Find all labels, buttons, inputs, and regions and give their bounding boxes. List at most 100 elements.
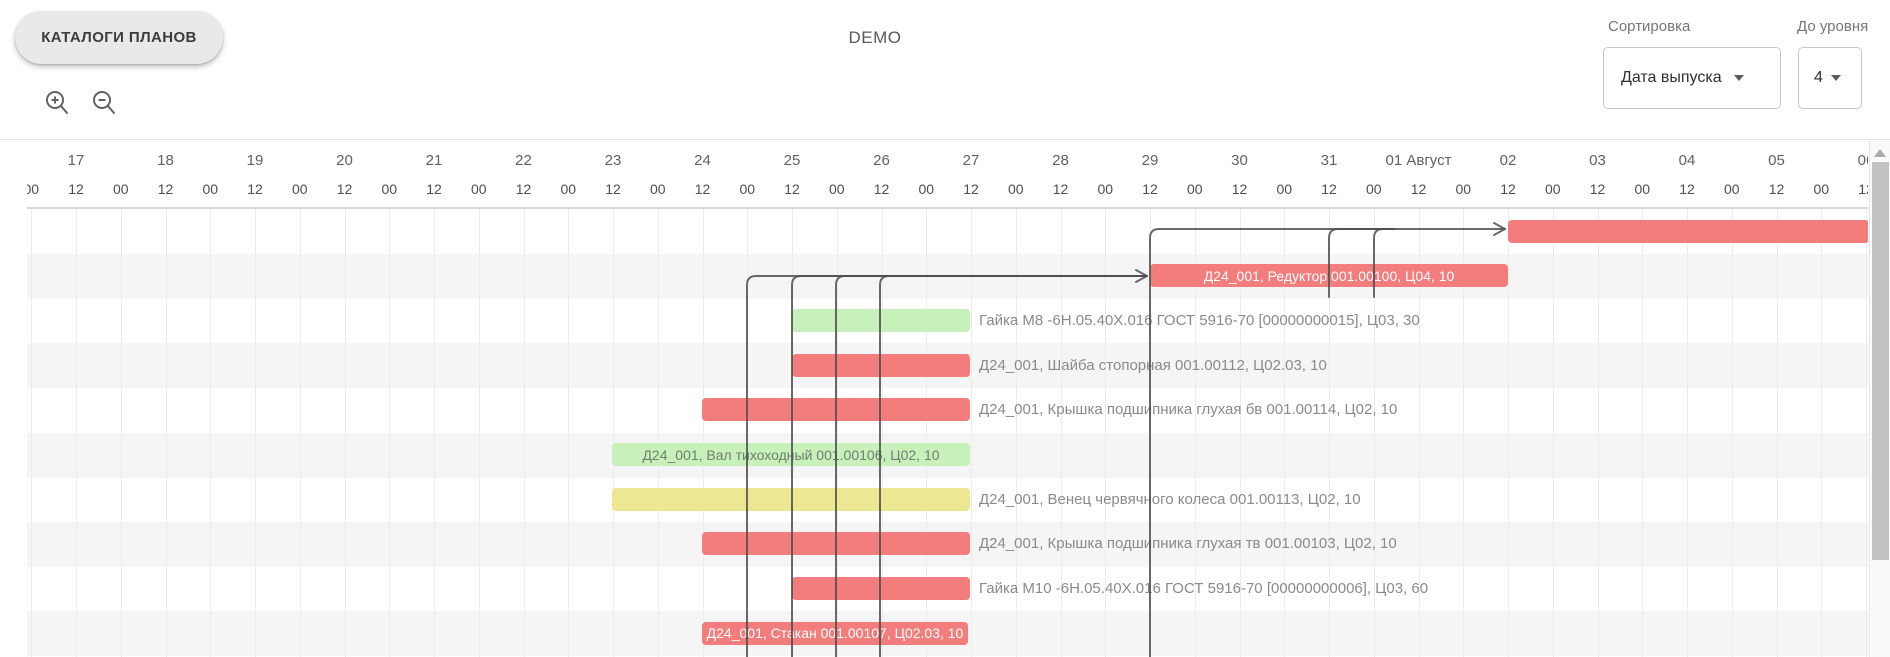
hour-tick-label: 12: [515, 181, 532, 197]
hour-tick-label: 12: [1142, 181, 1158, 197]
task-bar[interactable]: [702, 398, 970, 422]
day-tick-label: 23: [604, 152, 622, 169]
gantt-chart-area[interactable]: Д24_001, Редуктор 001.00100, Ц04, 10 Гайк…: [27, 209, 1868, 657]
day-tick-label: 28: [1052, 152, 1069, 169]
sort-label: Сортировка: [1608, 18, 1691, 35]
task-bar-label: Д24_001, Редуктор 001.00100, Ц04, 10: [1203, 267, 1455, 284]
hour-tick-label: 00: [1634, 181, 1651, 197]
hour-tick-label: 12: [1589, 181, 1606, 197]
task-label: Д24_001, Крышка подшипника глухая бв 001…: [979, 401, 1398, 419]
scrollbar-thumb[interactable]: [1872, 162, 1889, 560]
task-bar[interactable]: [702, 532, 970, 556]
grid-line: [120, 209, 122, 657]
task-bar[interactable]: [792, 308, 970, 332]
hour-tick-label: 00: [560, 181, 577, 197]
grid-line: [299, 209, 301, 657]
day-tick-label: 19: [246, 152, 264, 169]
grid-line: [1508, 209, 1509, 657]
hour-tick-label: 12: [336, 181, 353, 197]
task-bar[interactable]: [1508, 219, 1868, 243]
day-tick-label: 27: [962, 152, 980, 169]
hour-tick-label: 12: [605, 181, 621, 197]
task-label: Гайка М10 -6Н.05.40Х.016 ГОСТ 5916-70 [0…: [979, 580, 1429, 598]
grid-line: [1597, 209, 1599, 657]
task-bar[interactable]: [792, 577, 970, 601]
hour-tick-label: 00: [1813, 181, 1830, 197]
task-bar-label: Д24_001, Вал тихоходный 001.00106, Ц02, …: [642, 446, 940, 463]
hour-tick-label: 12: [694, 181, 711, 197]
hour-tick-label: 12: [1858, 181, 1868, 197]
day-tick-label: 03: [1589, 152, 1606, 169]
grid-line: [613, 209, 614, 657]
day-tick-label: 05: [1768, 152, 1785, 169]
day-tick-label: 06: [1857, 152, 1868, 169]
sort-select[interactable]: Дата выпуска: [1603, 47, 1781, 109]
hour-tick-label: 00: [649, 181, 666, 197]
grid-line: [165, 209, 167, 657]
vertical-scrollbar[interactable]: [1869, 141, 1890, 657]
hour-tick-label: 00: [1186, 181, 1203, 197]
hour-tick-label: 12: [963, 181, 979, 197]
scroll-up-arrow[interactable]: [1874, 149, 1886, 157]
grid-line: [1731, 209, 1733, 657]
day-tick-label: 29: [1141, 152, 1159, 169]
grid-line: [76, 209, 77, 657]
grid-line: [568, 209, 570, 657]
hour-tick-label: 12: [1321, 181, 1337, 197]
hour-tick-label: 12: [873, 181, 890, 197]
hour-tick-label: 12: [1231, 181, 1248, 197]
task-bar[interactable]: Д24_001, Стакан 001.00107, Ц02.03, 10: [702, 621, 968, 645]
chart-top-border: [27, 207, 1868, 209]
catalogs-plans-button[interactable]: КАТАЛОГИ ПЛАНОВ: [15, 11, 223, 64]
gantt-row-band: [27, 253, 1868, 299]
hour-tick-label: 00: [739, 181, 756, 197]
grid-line: [1776, 209, 1778, 657]
chevron-down-icon: [1733, 75, 1744, 81]
task-bar[interactable]: [792, 353, 970, 377]
day-tick-label: 25: [783, 152, 801, 169]
hour-tick-label: 00: [112, 181, 129, 197]
zoom-in-icon[interactable]: [42, 88, 72, 118]
hour-tick-label: 00: [1007, 181, 1024, 197]
level-label: До уровня: [1797, 18, 1869, 35]
chevron-down-icon: [1830, 75, 1841, 81]
grid-line: [971, 209, 972, 657]
grid-line: [344, 209, 346, 657]
hour-tick-label: 12: [1768, 181, 1785, 197]
day-tick-label: 18: [157, 152, 174, 169]
hour-tick-label: 12: [157, 181, 174, 197]
hour-tick-label: 12: [784, 181, 800, 197]
hour-tick-label: 00: [1097, 181, 1114, 197]
hour-tick-label: 00: [828, 181, 845, 197]
hour-tick-label: 12: [426, 181, 442, 197]
hour-tick-label: 00: [381, 181, 398, 197]
day-tick-label: 04: [1678, 152, 1696, 169]
task-label: Д24_001, Крышка подшипника глухая тв 001…: [979, 535, 1397, 553]
hour-tick-label: 00: [1276, 181, 1293, 197]
task-bar[interactable]: [612, 487, 970, 511]
hour-tick-label: 12: [1500, 181, 1516, 197]
level-select[interactable]: 4: [1798, 47, 1862, 109]
day-tick-label: 17: [67, 152, 85, 169]
grid-line: [523, 209, 525, 657]
hour-tick-label: 00: [1365, 181, 1382, 197]
grid-line: [1821, 209, 1823, 657]
grid-line: [747, 209, 749, 657]
day-tick-label: 20: [336, 152, 353, 169]
task-label: Д24_001, Шайба стопорная 001.00112, Ц02.…: [979, 356, 1327, 374]
grid-line: [1866, 209, 1867, 657]
hour-tick-label: 12: [1679, 181, 1695, 197]
sort-select-value: Дата выпуска: [1621, 69, 1722, 86]
hour-tick-label: 00: [1544, 181, 1561, 197]
grid-line: [1687, 209, 1688, 657]
task-bar[interactable]: Д24_001, Редуктор 001.00100, Ц04, 10: [1150, 264, 1508, 288]
task-label: Гайка М8 -6Н.05.40Х.016 ГОСТ 5916-70 [00…: [979, 311, 1420, 329]
task-bar-label: Д24_001, Стакан 001.00107, Ц02.03, 10: [706, 625, 964, 642]
zoom-out-icon[interactable]: [89, 88, 119, 118]
grid-line: [478, 209, 480, 657]
hour-tick-label: 00: [918, 181, 935, 197]
grid-line: [255, 209, 256, 657]
page-title: DEMO: [848, 28, 902, 47]
task-bar[interactable]: Д24_001, Вал тихоходный 001.00106, Ц02, …: [612, 443, 970, 466]
